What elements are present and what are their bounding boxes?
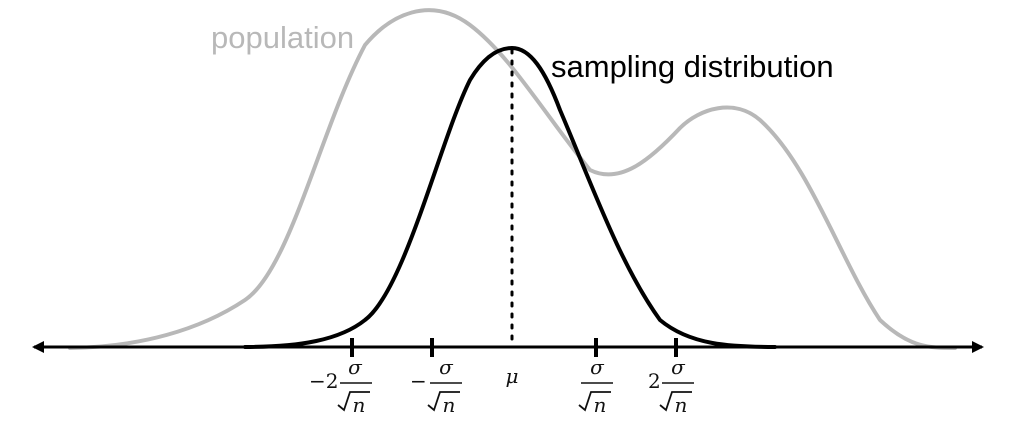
tick-numerator: σ <box>439 355 454 379</box>
tick-numerator: σ <box>590 355 605 379</box>
sqrt-symbol <box>659 391 692 412</box>
tick-denominator: n <box>675 393 688 417</box>
sampling-distribution-label: sampling distribution <box>551 49 834 84</box>
sqrt-symbol <box>337 391 370 412</box>
tick-numerator: σ <box>348 355 363 379</box>
tick-label-mean: μ <box>506 364 519 388</box>
tick-numerator: σ <box>671 355 686 379</box>
mean-symbol: μ <box>506 364 519 388</box>
sampling-distribution-curve <box>243 46 777 349</box>
sqrt-symbol <box>578 391 611 412</box>
tick-label-minus-two-sigma: −2 σ n <box>309 355 372 417</box>
tick-label-plus-two-sigma: 2 σ n <box>648 355 694 417</box>
tick-prefix: −2 <box>309 369 338 393</box>
tick-label-minus-one-sigma: − σ n <box>410 355 462 417</box>
tick-denominator: n <box>594 393 607 417</box>
population-label: population <box>211 20 354 55</box>
tick-denominator: n <box>353 393 366 417</box>
tick-label-plus-one-sigma: σ n <box>578 355 613 417</box>
tick-prefix: 2 <box>648 369 661 393</box>
tick-prefix: − <box>410 369 427 393</box>
population-curve <box>68 8 957 350</box>
sqrt-symbol <box>427 391 460 412</box>
tick-denominator: n <box>443 393 456 417</box>
